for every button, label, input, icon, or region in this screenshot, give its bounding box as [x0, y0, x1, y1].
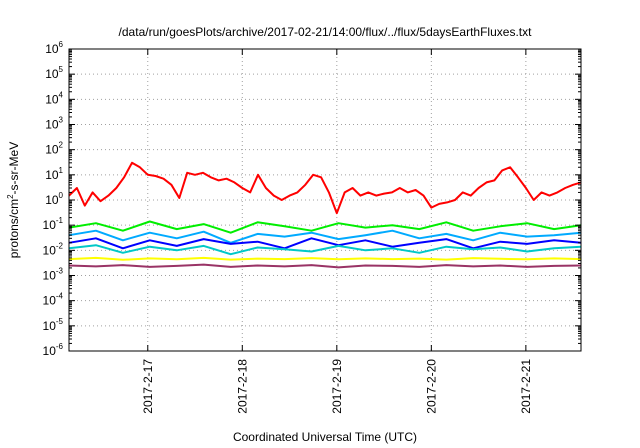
- y-tick-label-base: 10: [45, 168, 59, 182]
- y-tick-label-exponent: 5: [59, 65, 64, 74]
- series-group: [68, 161, 582, 269]
- x-tick-label: 2017-2-20: [424, 359, 438, 414]
- y-tick-label: 105: [45, 65, 63, 81]
- y-tick-label-base: 10: [45, 193, 59, 207]
- y-tick-label: 10-5: [43, 317, 64, 333]
- y-tick-label-exponent: -5: [56, 317, 64, 326]
- y-tick-label-exponent: 2: [59, 141, 64, 150]
- y-tick-label-base: 10: [45, 42, 59, 56]
- series-line-0: [68, 161, 582, 215]
- y-tick-label: 10-1: [43, 216, 64, 232]
- y-tick-label: 104: [45, 90, 63, 106]
- series-line-4: [68, 244, 582, 256]
- y-tick-label-exponent: -6: [56, 342, 64, 351]
- x-tick-label: 2017-2-18: [235, 359, 249, 414]
- x-tick-label: 2017-2-19: [330, 359, 344, 414]
- y-axis-label-post: -s-sr-MeV: [7, 142, 21, 195]
- chart-title: /data/run/goesPlots/archive/2017-02-21/1…: [119, 25, 533, 39]
- y-tick-label-exponent: -3: [56, 267, 64, 276]
- x-tick-label: 2017-2-21: [519, 359, 533, 414]
- y-tick-label-base: 10: [43, 243, 57, 257]
- x-tick-label: 2017-2-17: [141, 359, 155, 414]
- y-tick-label-exponent: 6: [59, 40, 64, 49]
- series-line-2: [68, 229, 582, 244]
- y-tick-label: 102: [45, 141, 63, 157]
- y-tick-label: 10-6: [43, 342, 64, 358]
- series-line-1: [68, 220, 582, 234]
- y-tick-label-exponent: -4: [56, 292, 64, 301]
- y-tick-label: 10-2: [43, 241, 64, 257]
- y-tick-label-base: 10: [45, 143, 59, 157]
- y-tick-label-exponent: -1: [56, 216, 64, 225]
- y-axis-label-sup: 2: [6, 194, 15, 199]
- y-tick-label-base: 10: [43, 344, 57, 358]
- y-tick-label-base: 10: [43, 269, 57, 283]
- y-tick-label-base: 10: [43, 319, 57, 333]
- y-tick-label-exponent: 0: [59, 191, 64, 200]
- y-tick-label-base: 10: [45, 92, 59, 106]
- y-tick-label-exponent: 3: [59, 116, 64, 125]
- y-tick-label-exponent: -2: [56, 241, 64, 250]
- y-tick-label-exponent: 4: [59, 90, 64, 99]
- y-tick-label: 103: [45, 116, 63, 132]
- y-tick-label-base: 10: [43, 218, 57, 232]
- y-tick-label: 100: [45, 191, 63, 207]
- series-line-5: [68, 256, 582, 261]
- y-axis: 10610510410310210110010-110-210-310-410-…: [43, 40, 581, 358]
- series-line-6: [68, 263, 582, 269]
- y-tick-label: 101: [45, 166, 63, 182]
- y-tick-label-exponent: 1: [59, 166, 64, 175]
- y-tick-label: 106: [45, 40, 63, 56]
- y-axis-label: protons/cm2-s-sr-MeV: [6, 142, 21, 258]
- y-tick-label-base: 10: [43, 294, 57, 308]
- y-tick-label: 10-3: [43, 267, 64, 283]
- y-tick-label: 10-4: [43, 292, 64, 308]
- y-axis-label-pre: protons/cm: [7, 199, 21, 258]
- series-line-3: [68, 237, 582, 250]
- grid-lines: [69, 49, 581, 351]
- y-tick-label-base: 10: [45, 67, 59, 81]
- y-tick-label-base: 10: [45, 118, 59, 132]
- x-axis-label: Coordinated Universal Time (UTC): [233, 430, 417, 444]
- x-axis: 2017-2-17 2017-2-18 2017-2-19 2017-2-20 2017…: [141, 49, 533, 414]
